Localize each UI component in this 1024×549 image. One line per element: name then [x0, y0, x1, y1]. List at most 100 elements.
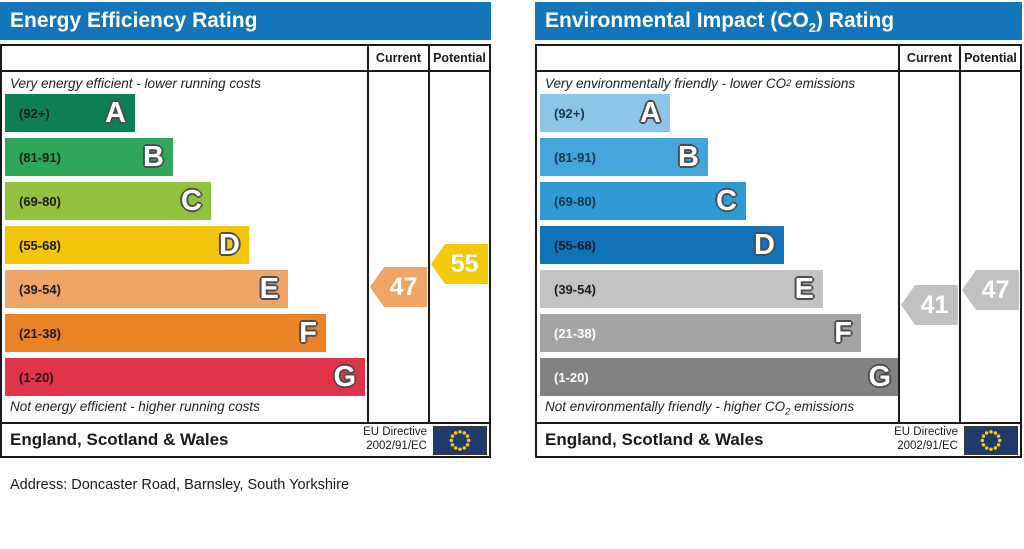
- note-text: Very energy efficient - lower running co…: [10, 75, 261, 91]
- rating-table: Very environmentally friendly - lower CO…: [535, 44, 1022, 424]
- band-range-label: (69-80): [554, 193, 596, 209]
- rating-band-bar: (1-20) G: [540, 358, 898, 396]
- rating-band-row: (1-20) G: [537, 358, 898, 396]
- current-column: Current 47: [369, 46, 430, 422]
- rating-band-bar: (39-54) E: [540, 270, 823, 308]
- band-letter: F: [834, 316, 852, 349]
- eu-directive-line2: 2002/91/EC: [897, 440, 958, 452]
- band-letter: F: [299, 316, 317, 349]
- potential-column-header: Potential: [430, 46, 489, 72]
- rating-band-row: (39-54) E: [537, 270, 898, 308]
- eu-flag-icon: [964, 425, 1018, 455]
- energy-efficiency-chart: Energy Efficiency Rating Very energy eff…: [0, 0, 491, 458]
- eu-directive-line1: EU Directive: [894, 426, 958, 439]
- rating-band-bar: (92+) A: [5, 94, 135, 132]
- band-letter: A: [640, 96, 661, 129]
- eu-directive-label: EU Directive 2002/91/EC: [894, 426, 958, 454]
- band-range-label: (1-20): [19, 369, 54, 385]
- rating-bands: (92+) A (81-91) B (69-80) C (55-68) D (3…: [2, 94, 367, 396]
- rating-band-row: (69-80) C: [537, 182, 898, 220]
- rating-band-bar: (92+) A: [540, 94, 670, 132]
- current-rating-arrow: 41: [901, 285, 958, 325]
- band-range-label: (39-54): [19, 281, 61, 297]
- potential-column: Potential 55: [430, 46, 489, 422]
- chart-title-subscript: 2: [808, 19, 816, 35]
- rating-bands: (92+) A (81-91) B (69-80) C (55-68) D (3…: [537, 94, 898, 396]
- rating-band-row: (39-54) E: [2, 270, 367, 308]
- rating-band-bar: (81-91) B: [540, 138, 708, 176]
- potential-column-label: Potential: [433, 51, 486, 65]
- bands-column: Very environmentally friendly - lower CO…: [537, 46, 900, 422]
- rating-band-row: (21-38) F: [2, 314, 367, 352]
- band-letter: B: [678, 140, 699, 173]
- band-letter: D: [219, 228, 240, 261]
- region-label: England, Scotland & Wales: [545, 430, 764, 449]
- band-letter: A: [105, 96, 126, 129]
- current-column-body: 41: [900, 72, 959, 422]
- chart-title-bar: Energy Efficiency Rating: [0, 2, 491, 40]
- potential-column: Potential 47: [961, 46, 1020, 422]
- chart-title-text: Environmental Impact (CO: [545, 9, 809, 32]
- rating-band-bar: (21-38) F: [5, 314, 326, 352]
- rating-band-bar: (69-80) C: [540, 182, 746, 220]
- bands-column: Very energy efficient - lower running co…: [2, 46, 369, 422]
- band-letter: E: [794, 272, 814, 305]
- band-range-label: (81-91): [19, 149, 61, 165]
- band-letter: G: [333, 360, 356, 393]
- property-address: Address: Doncaster Road, Barnsley, South…: [10, 477, 350, 493]
- band-letter: C: [181, 184, 202, 217]
- band-letter: B: [143, 140, 164, 173]
- empty-header-cell: [2, 46, 367, 72]
- chart-footer: England, Scotland & Wales EU Directive 2…: [0, 424, 491, 458]
- potential-column-label: Potential: [964, 51, 1017, 65]
- rating-band-bar: (39-54) E: [5, 270, 288, 308]
- potential-column-body: 47: [961, 72, 1020, 422]
- band-range-label: (55-68): [19, 237, 61, 253]
- current-column-header: Current: [900, 46, 959, 72]
- note-subscript: 2: [785, 407, 791, 418]
- note-subscript: 2: [786, 77, 792, 89]
- rating-table: Very energy efficient - lower running co…: [0, 44, 491, 424]
- chart-title-text: Energy Efficiency Rating: [10, 9, 258, 32]
- rating-band-bar: (1-20) G: [5, 358, 365, 396]
- band-range-label: (39-54): [554, 281, 596, 297]
- eu-directive-label: EU Directive 2002/91/EC: [363, 426, 427, 454]
- chart-title-bar: Environmental Impact (CO 2) Rating: [535, 2, 1022, 40]
- top-scale-note: Very energy efficient - lower running co…: [2, 72, 367, 94]
- potential-rating-value: 55: [450, 249, 479, 278]
- band-range-label: (92+): [554, 105, 585, 121]
- current-rating-arrow: 47: [370, 267, 427, 307]
- band-range-label: (92+): [19, 105, 50, 121]
- bottom-scale-note: Not energy efficient - higher running co…: [10, 399, 260, 418]
- note-text: Not energy efficient - higher running co…: [10, 399, 260, 415]
- band-letter: G: [868, 360, 891, 393]
- band-letter: E: [259, 272, 279, 305]
- band-letter: D: [754, 228, 775, 261]
- rating-band-row: (81-91) B: [537, 138, 898, 176]
- empty-header-cell: [537, 46, 898, 72]
- rating-band-bar: (81-91) B: [5, 138, 173, 176]
- eu-flag-icon: [433, 425, 487, 455]
- current-column: Current 41: [900, 46, 961, 422]
- current-column-header: Current: [369, 46, 428, 72]
- current-rating-value: 41: [920, 290, 949, 319]
- potential-column-body: 55: [430, 72, 489, 422]
- rating-band-row: (81-91) B: [2, 138, 367, 176]
- rating-band-bar: (69-80) C: [5, 182, 211, 220]
- top-scale-note: Very environmentally friendly - lower CO…: [537, 72, 898, 94]
- band-range-label: (81-91): [554, 149, 596, 165]
- current-column-label: Current: [375, 51, 422, 65]
- rating-band-row: (69-80) C: [2, 182, 367, 220]
- rating-band-bar: (55-68) D: [540, 226, 784, 264]
- note-text-post: emissions: [790, 399, 855, 415]
- band-range-label: (69-80): [19, 193, 61, 209]
- current-column-body: 47: [369, 72, 428, 422]
- potential-rating-value: 47: [981, 275, 1010, 304]
- band-range-label: (21-38): [19, 325, 61, 341]
- bottom-scale-note: Not environmentally friendly - higher CO…: [545, 399, 854, 418]
- note-text: Very environmentally friendly - lower CO: [545, 75, 787, 91]
- rating-band-bar: (55-68) D: [5, 226, 249, 264]
- band-range-label: (21-38): [554, 325, 596, 341]
- current-rating-value: 47: [389, 272, 418, 301]
- rating-band-row: (55-68) D: [2, 226, 367, 264]
